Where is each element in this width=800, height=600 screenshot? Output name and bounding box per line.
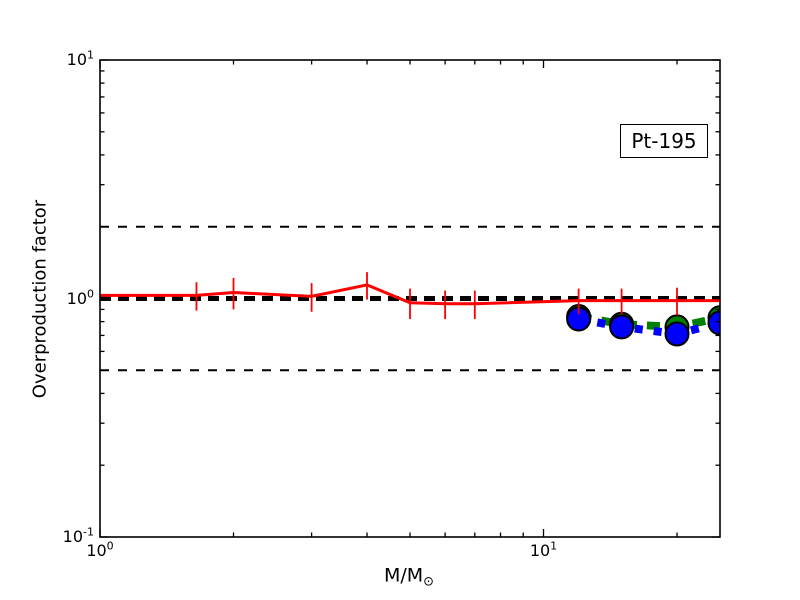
sun-symbol-icon: ⊙ — [423, 574, 435, 590]
series-blue-dotted-circles — [566, 306, 720, 347]
y-tick-label: 10-1 — [62, 525, 94, 546]
y-tick-label: 101 — [66, 48, 94, 69]
x-tick-label: 100 — [86, 539, 114, 560]
x-axis-label: M/M⊙ — [384, 565, 434, 590]
x-axis-label-main: M/M — [383, 564, 424, 587]
data-point-marker — [707, 310, 720, 336]
isotope-label-box: Pt-195 — [620, 124, 708, 158]
x-tick-label: 101 — [529, 539, 558, 560]
series-red-solid-errorbars — [100, 272, 720, 320]
data-point-marker — [609, 314, 635, 340]
isotope-label: Pt-195 — [631, 129, 697, 153]
y-tick-label: 100 — [66, 287, 94, 308]
data-point-marker — [664, 321, 690, 347]
axis-ticks — [99, 59, 720, 538]
series-green-dashed-circles — [566, 304, 720, 340]
